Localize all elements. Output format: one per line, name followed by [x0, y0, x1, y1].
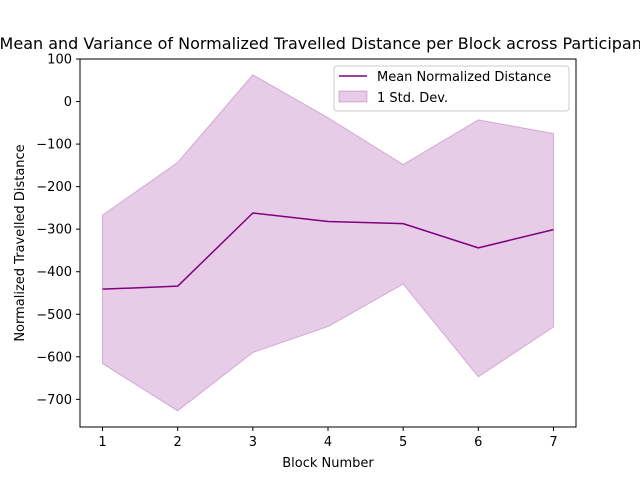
chart-title: Mean and Variance of Normalized Travelle… — [0, 34, 640, 53]
std-band — [102, 74, 554, 412]
x-tick-label: 5 — [399, 435, 407, 450]
x-tick-label: 2 — [174, 435, 182, 450]
plot-area — [102, 74, 554, 412]
x-tick-label: 3 — [249, 435, 257, 450]
y-tick-label: −400 — [36, 265, 72, 280]
axes: 1 2 3 4 5 6 7 100 0 −100 −200 −300 −400 −500 −600 −700 — [36, 53, 577, 450]
legend-entry-mean: Mean Normalized Distance — [377, 70, 551, 85]
x-tick-label: 1 — [98, 435, 106, 450]
x-tick-label: 7 — [549, 435, 557, 450]
y-tick-label: −500 — [36, 308, 72, 323]
x-tick-label: 6 — [474, 435, 482, 450]
x-axis-label: Block Number — [282, 456, 374, 471]
legend-box — [333, 65, 570, 112]
x-tick-label: 4 — [324, 435, 332, 450]
y-tick-label: −600 — [36, 350, 72, 365]
y-tick-label: 0 — [64, 95, 72, 110]
y-tick-label: −300 — [36, 223, 72, 238]
y-tick-label: 100 — [47, 53, 72, 68]
legend-band-swatch — [338, 90, 368, 103]
legend: Mean Normalized Distance 1 Std. Dev. — [333, 65, 570, 112]
y-tick-label: −200 — [36, 180, 72, 195]
y-axis-label: Normalized Travelled Distance — [13, 144, 28, 341]
legend-entry-std: 1 Std. Dev. — [377, 91, 448, 106]
y-tick-label: −100 — [36, 138, 72, 153]
y-tick-label: −700 — [36, 393, 72, 408]
